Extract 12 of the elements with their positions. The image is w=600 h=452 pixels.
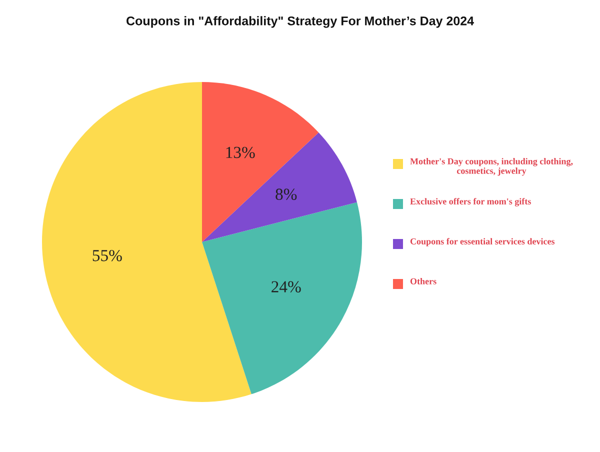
legend-label: Coupons for essential services devices [410, 238, 555, 246]
chart-title: Coupons in "Affordability" Strategy For Mother’s Day 2024 [126, 16, 474, 28]
pie-slice [202, 132, 357, 242]
pie-slice [202, 82, 319, 242]
legend-label: Exclusive offers for mom's gifts [410, 198, 531, 206]
data-label: 13% [226, 146, 255, 158]
pie-slice [202, 202, 362, 394]
data-label: 8% [276, 188, 297, 200]
data-label: 55% [92, 250, 122, 262]
legend-label: Mother's Day coupons, including clothing, cosmetics, jewelry [410, 158, 573, 176]
legend-label: Others [410, 278, 436, 284]
data-label: 24% [272, 281, 301, 292]
